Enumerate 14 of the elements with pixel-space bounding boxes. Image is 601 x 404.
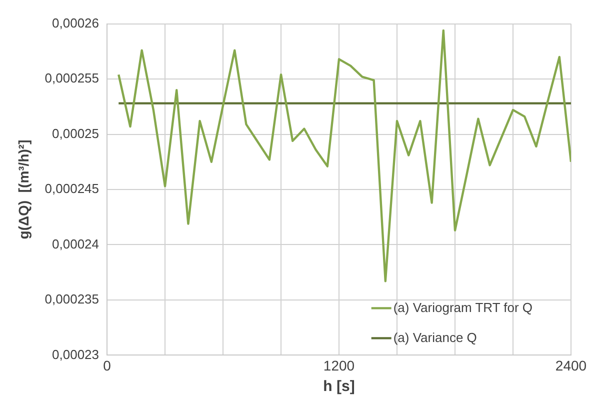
y-tick-label: 0,00026 (52, 15, 100, 30)
y-axis-title: g(ΔQ) [(m³/h)²] (15, 140, 32, 240)
y-tick-label: 0,00024 (52, 236, 100, 252)
y-tick-label: 0,000255 (44, 70, 100, 86)
y-tick-label: 0,00023 (52, 346, 100, 362)
y-tick-label: 0,000235 (44, 292, 100, 307)
legend-label: (a) Variance Q (393, 330, 477, 345)
x-tick-label: 1200 (323, 357, 355, 374)
x-axis-title: h [s] (323, 378, 355, 396)
x-tick-label: 2400 (555, 357, 587, 374)
y-tick-label: 0,000245 (44, 181, 100, 196)
legend-label: (a) Variogram TRT for Q (393, 300, 533, 315)
y-tick-label: 0,00025 (52, 126, 100, 141)
x-tick-label: 0 (103, 357, 112, 374)
